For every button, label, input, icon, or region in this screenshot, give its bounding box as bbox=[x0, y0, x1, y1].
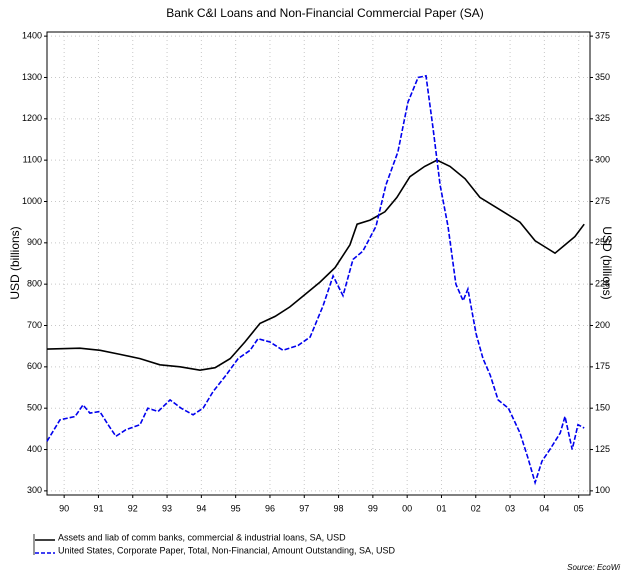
x-tick-label: 93 bbox=[162, 503, 172, 513]
y-tick-label: 1200 bbox=[22, 113, 42, 123]
x-tick-label: 03 bbox=[505, 503, 515, 513]
y-tick-label: 400 bbox=[27, 444, 42, 454]
x-tick-label: 04 bbox=[539, 503, 549, 513]
y2-tick-label: 175 bbox=[595, 361, 610, 371]
x-tick-label: 01 bbox=[436, 503, 446, 513]
y-tick-label: 600 bbox=[27, 361, 42, 371]
x-tick-label: 96 bbox=[265, 503, 275, 513]
y-tick-label: 500 bbox=[27, 403, 42, 413]
y2-axis-label: USD (billions) bbox=[600, 226, 614, 299]
y-tick-label: 900 bbox=[27, 237, 42, 247]
x-tick-label: 98 bbox=[334, 503, 344, 513]
y2-tick-label: 125 bbox=[595, 444, 610, 454]
y2-tick-label: 225 bbox=[595, 279, 610, 289]
x-tick-label: 05 bbox=[574, 503, 584, 513]
source-note: Source: EcoWi bbox=[567, 563, 620, 572]
y-tick-label: 300 bbox=[27, 485, 42, 495]
y2-tick-label: 375 bbox=[595, 31, 610, 41]
x-tick-label: 91 bbox=[93, 503, 103, 513]
x-tick-label: 94 bbox=[196, 503, 206, 513]
legend-label: United States, Corporate Paper, Total, N… bbox=[58, 545, 396, 555]
data-line bbox=[46, 159, 585, 372]
y-tick-label: 1400 bbox=[22, 31, 42, 41]
x-tick-label: 95 bbox=[231, 503, 241, 513]
x-tick-label: 92 bbox=[128, 503, 138, 513]
y2-tick-label: 325 bbox=[595, 113, 610, 123]
x-tick-label: 97 bbox=[299, 503, 309, 513]
chart-title: Bank C&I Loans and Non-Financial Commerc… bbox=[166, 6, 483, 20]
x-tick-label: 90 bbox=[59, 503, 69, 513]
x-tick-label: 02 bbox=[471, 503, 481, 513]
y-tick-label: 1000 bbox=[22, 196, 42, 206]
y2-tick-label: 150 bbox=[595, 403, 610, 413]
y2-tick-label: 250 bbox=[595, 237, 610, 247]
y-tick-label: 1300 bbox=[22, 72, 42, 82]
y-tick-label: 800 bbox=[27, 279, 42, 289]
x-tick-label: 99 bbox=[368, 503, 378, 513]
y2-tick-label: 100 bbox=[595, 485, 610, 495]
plot-frame bbox=[46, 31, 591, 496]
data-line bbox=[46, 74, 585, 486]
y-tick-label: 700 bbox=[27, 320, 42, 330]
y2-tick-label: 300 bbox=[595, 155, 610, 165]
y2-tick-label: 275 bbox=[595, 196, 610, 206]
x-tick-label: 00 bbox=[402, 503, 412, 513]
legend-label: Assets and liab of comm banks, commercia… bbox=[58, 532, 346, 542]
y-tick-label: 1100 bbox=[23, 155, 42, 165]
y2-tick-label: 200 bbox=[595, 320, 610, 330]
y-axis-label: USD (billions) bbox=[8, 226, 22, 299]
y2-tick-label: 350 bbox=[595, 72, 610, 82]
